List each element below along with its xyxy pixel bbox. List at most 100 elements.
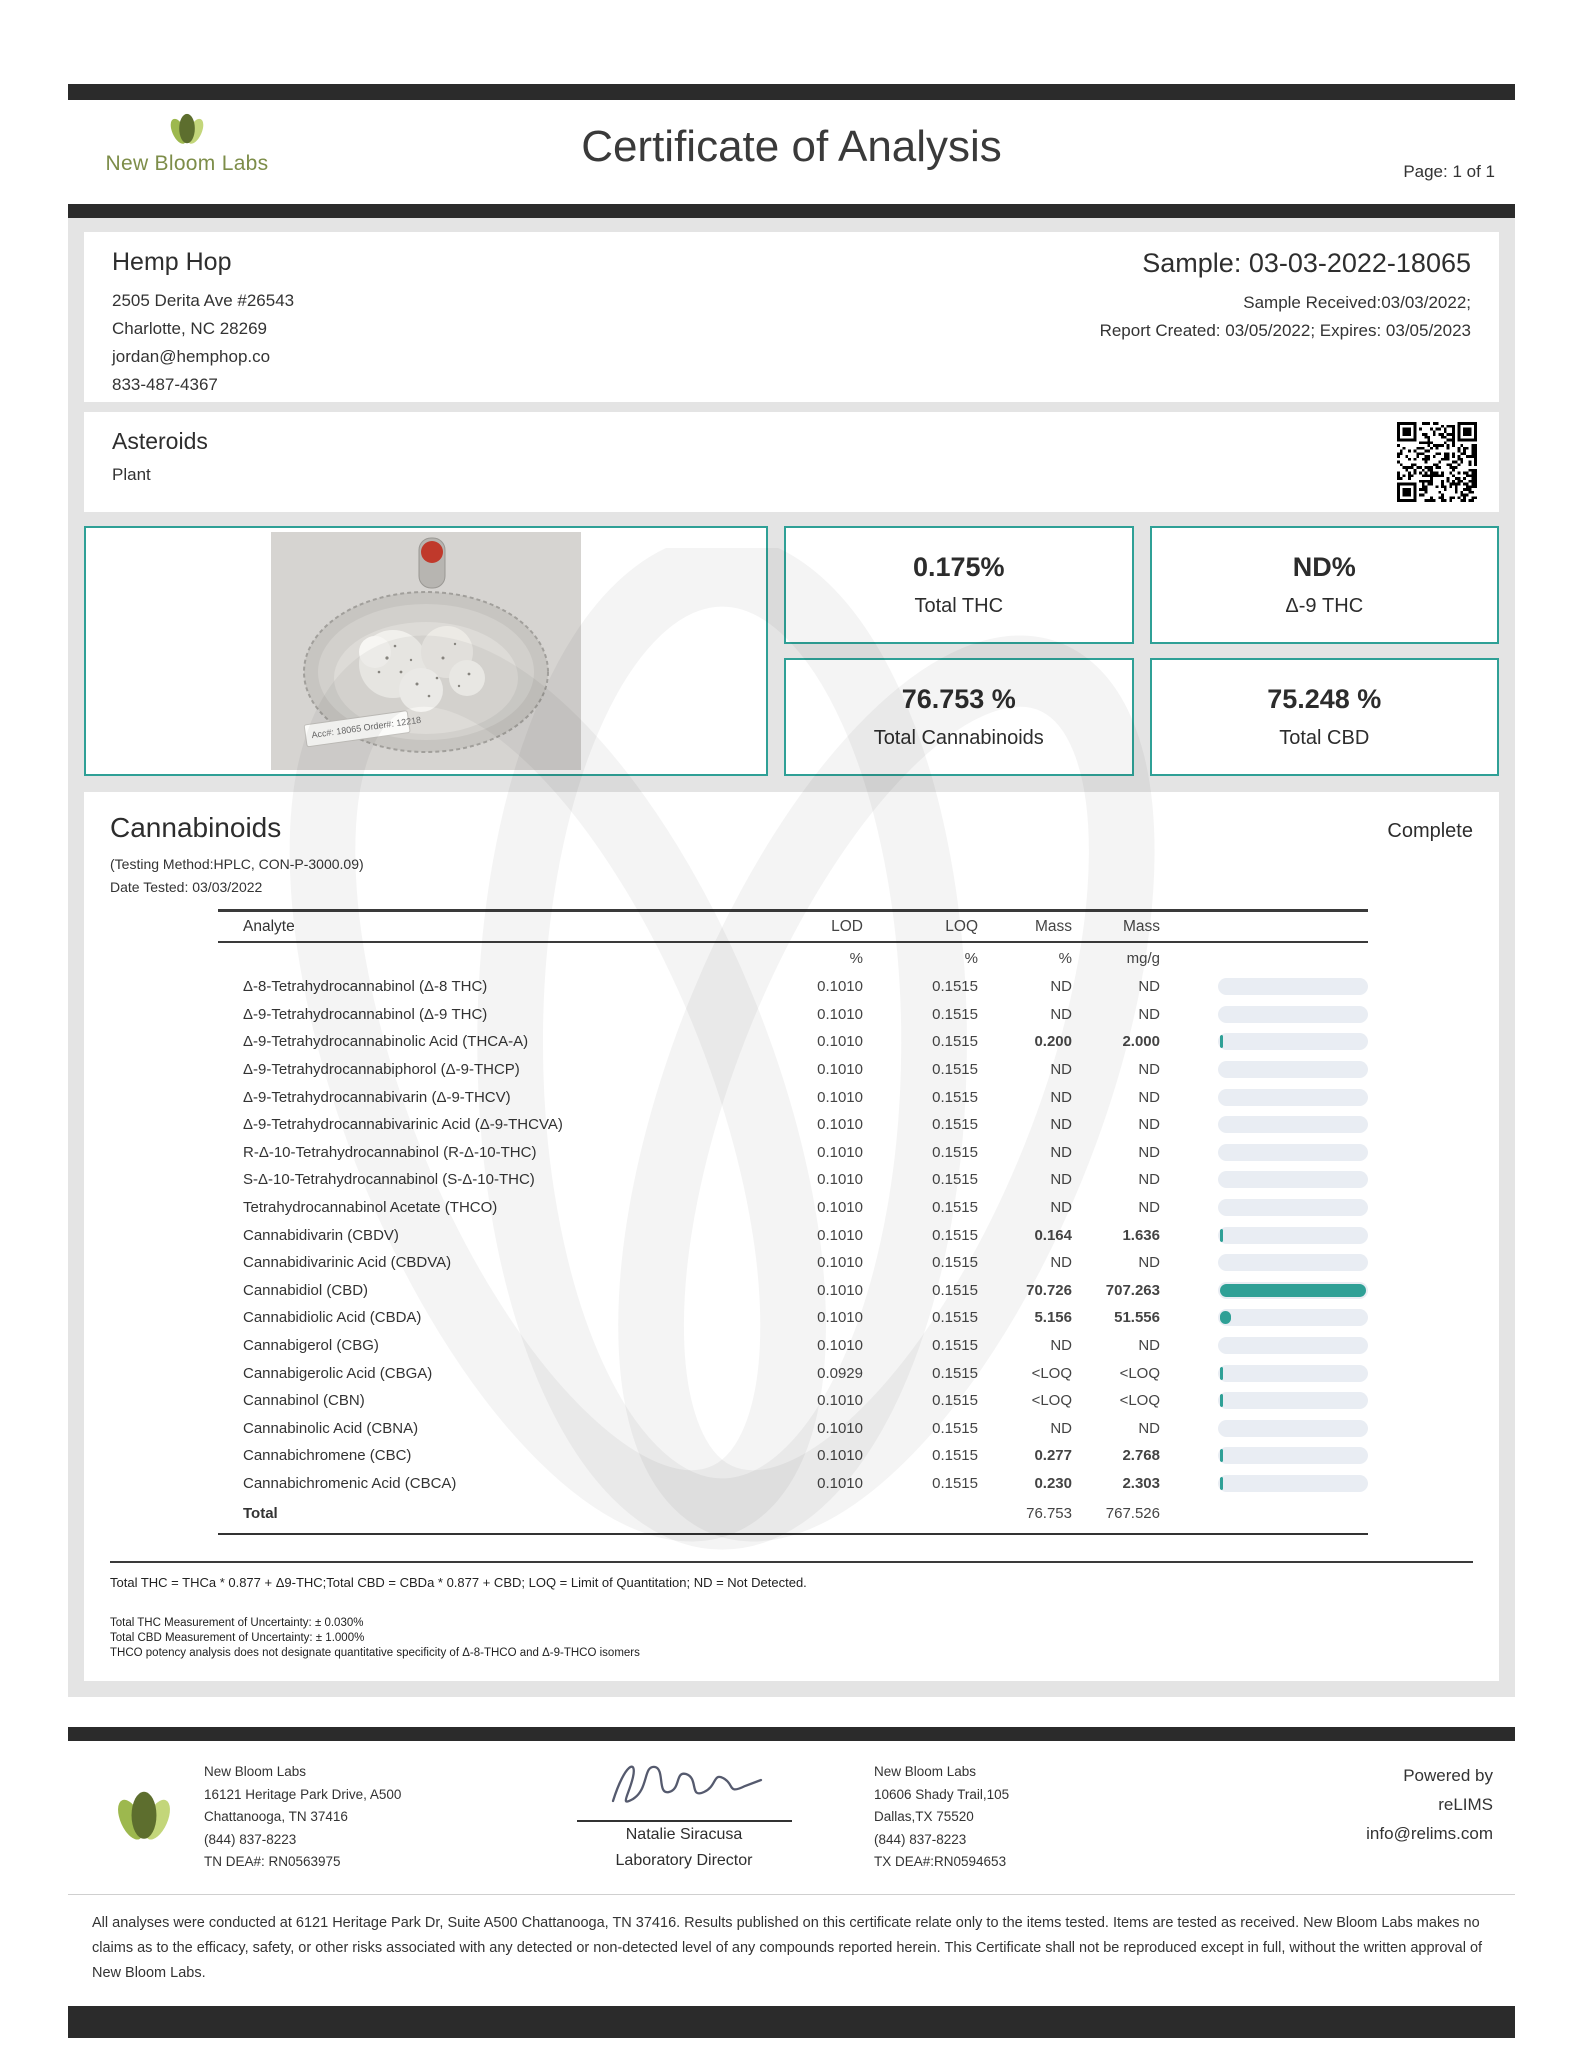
loq-value: 0.1515 — [932, 1088, 978, 1106]
lab-logo: New Bloom Labs — [82, 108, 292, 176]
analyte-name: Cannabichromenic Acid (CBCA) — [243, 1474, 457, 1492]
mass-mgg-value: <LOQ — [1119, 1392, 1160, 1410]
sample-photo-box: Acc#: 18065 Order#: 12218 — [84, 526, 768, 776]
lab-name: New Bloom Labs — [105, 152, 269, 175]
unit-mass-pct: % — [1058, 949, 1072, 967]
header-rule-bar — [68, 204, 1515, 218]
stat-label: Total CBD — [1279, 727, 1370, 749]
table-row: Cannabigerolic Acid (CBGA) 0.0929 0.1515 <L… — [218, 1359, 1368, 1387]
lod-value: 0.1010 — [817, 1419, 863, 1437]
mass-bar-track — [1218, 1254, 1368, 1272]
mass-mgg-value: ND — [1138, 1419, 1160, 1437]
stat-total-cannabinoids: 76.753 % Total Cannabinoids — [784, 658, 1134, 776]
lod-value: 0.1010 — [817, 1226, 863, 1244]
mass-mgg-value: 2.768 — [1122, 1447, 1160, 1465]
loq-value: 0.1515 — [932, 1254, 978, 1272]
analyte-name: Cannabidivarin (CBDV) — [243, 1226, 399, 1244]
mass-bar-track — [1218, 978, 1368, 996]
mass-percent-value: ND — [1050, 1254, 1072, 1272]
stat-value: 0.175% — [912, 552, 1005, 582]
mass-percent-value: <LOQ — [1031, 1392, 1072, 1410]
mass-percent-value: ND — [1050, 1171, 1072, 1189]
qr-code — [1397, 422, 1477, 502]
leaf-logo-icon — [170, 113, 204, 144]
loq-value: 0.1515 — [932, 1419, 978, 1437]
footer-line: 10606 Shady Trail,105 — [874, 1786, 1010, 1802]
status-label: Complete — [1387, 820, 1473, 842]
mass-mgg-value: ND — [1138, 1199, 1160, 1217]
table-units-row: % % % mg/g — [218, 943, 1368, 973]
sample-block: Sample: 03-03-2022-18065 Sample Received… — [1100, 248, 1471, 386]
analyte-name: Δ-9-Tetrahydrocannabinolic Acid (THCA-A) — [243, 1033, 529, 1051]
lod-value: 0.1010 — [817, 1171, 863, 1189]
loq-value: 0.1515 — [932, 1143, 978, 1161]
loq-value: 0.1515 — [932, 1474, 978, 1492]
top-rule-bar — [68, 84, 1515, 100]
summary-stats: 0.175% Total THC ND% Δ-9 THC 76.753 % To… — [784, 526, 1499, 776]
cannabinoids-card: Cannabinoids Complete (Testing Method:HP… — [84, 792, 1499, 1682]
mass-bar-fill — [1220, 1228, 1223, 1242]
mass-bar-fill — [1220, 1476, 1223, 1490]
table-bottom-rule — [218, 1533, 1368, 1536]
loq-value: 0.1515 — [932, 1005, 978, 1023]
table-header-row: Analyte LOD LOQ Mass Mass — [218, 909, 1368, 943]
unit-mass-mgg: mg/g — [1126, 949, 1160, 967]
mass-bar-track — [1218, 1226, 1368, 1244]
lod-value: 0.1010 — [817, 1116, 863, 1134]
footer-logo — [84, 1761, 204, 1849]
note-line: Total CBD Measurement of Uncertainty: ± … — [110, 1632, 365, 1645]
mass-bar-track — [1218, 1171, 1368, 1189]
disclaimer-text: All analyses were conducted at 6121 Heri… — [92, 1914, 1483, 1981]
customer-phone: 833-487-4367 — [112, 375, 218, 394]
page-title: Certificate of Analysis — [581, 122, 1002, 171]
analyte-name: S-Δ-10-Tetrahydrocannabinol (S-Δ-10-THC) — [243, 1171, 535, 1189]
table-row: Cannabinolic Acid (CBNA) 0.1010 0.1515 ND ND — [218, 1415, 1368, 1443]
mass-bar-fill — [1220, 1035, 1223, 1049]
stat-total-cbd: 75.248 % Total CBD — [1149, 658, 1499, 776]
mass-bar-fill — [1220, 1449, 1223, 1463]
mass-bar-track — [1218, 1447, 1368, 1465]
mass-bar-track — [1218, 1392, 1368, 1410]
table-row: Δ-9-Tetrahydrocannabiphorol (Δ-9-THCP) 0.… — [218, 1056, 1368, 1084]
loq-value: 0.1515 — [932, 1281, 978, 1299]
mass-bar-track — [1218, 1005, 1368, 1023]
footer-line: Chattanooga, TN 37416 — [204, 1809, 348, 1825]
signature-block: Natalie Siracusa Laboratory Director — [534, 1753, 834, 1870]
analyte-name: Δ-9-Tetrahydrocannabiphorol (Δ-9-THCP) — [243, 1061, 520, 1079]
mass-bar-track — [1218, 1061, 1368, 1079]
analyte-name: Cannabidiol (CBD) — [243, 1281, 369, 1299]
analyte-name: Δ-9-Tetrahydrocannabinol (Δ-9 THC) — [243, 1005, 488, 1023]
footnote-separator — [110, 1561, 1473, 1564]
customer-block: Hemp Hop 2505 Derita Ave #26543 Charlott… — [112, 248, 294, 394]
customer-email: jordan@hemphop.co — [112, 347, 271, 366]
report-footer: New Bloom Labs 16121 Heritage Park Drive… — [68, 1741, 1515, 1880]
table-total-row: Total 76.753 767.526 — [218, 1497, 1368, 1529]
analyte-name: R-Δ-10-Tetrahydrocannabinol (R-Δ-10-THC) — [243, 1143, 537, 1161]
mass-percent-value: ND — [1050, 1199, 1072, 1217]
col-mass-mgg: Mass — [1122, 917, 1160, 935]
analyte-name: Cannabichromene (CBC) — [243, 1447, 412, 1465]
lod-value: 0.1010 — [817, 1392, 863, 1410]
product-type: Plant — [112, 465, 151, 484]
mass-percent-value: ND — [1050, 1337, 1072, 1355]
mass-mgg-value: ND — [1138, 1143, 1160, 1161]
leaf-logo-icon — [118, 1792, 170, 1840]
signer-role: Laboratory Director — [615, 1852, 753, 1870]
report-body: Hemp Hop 2505 Derita Ave #26543 Charlott… — [68, 218, 1515, 1698]
table-row: Cannabichromenic Acid (CBCA) 0.1010 0.1515… — [218, 1470, 1368, 1498]
mass-percent-value: ND — [1050, 978, 1072, 996]
unit-loq: % — [964, 949, 978, 967]
mass-mgg-value: ND — [1138, 1116, 1160, 1134]
signature-image — [611, 1765, 763, 1803]
mass-mgg-value: <LOQ — [1119, 1364, 1160, 1382]
cannabinoids-table: Analyte LOD LOQ Mass Mass % % % mg/g Δ-8… — [218, 909, 1368, 1536]
mass-bar-track — [1218, 1088, 1368, 1106]
lod-value: 0.0929 — [817, 1364, 863, 1382]
stat-d9-thc: ND% Δ-9 THC — [1149, 526, 1499, 644]
table-row: S-Δ-10-Tetrahydrocannabinol (S-Δ-10-THC)… — [218, 1166, 1368, 1194]
mass-mgg-value: 1.636 — [1122, 1226, 1160, 1244]
total-label: Total — [243, 1504, 278, 1522]
footer-line: 16121 Heritage Park Drive, A500 — [204, 1786, 402, 1802]
loq-value: 0.1515 — [932, 1337, 978, 1355]
